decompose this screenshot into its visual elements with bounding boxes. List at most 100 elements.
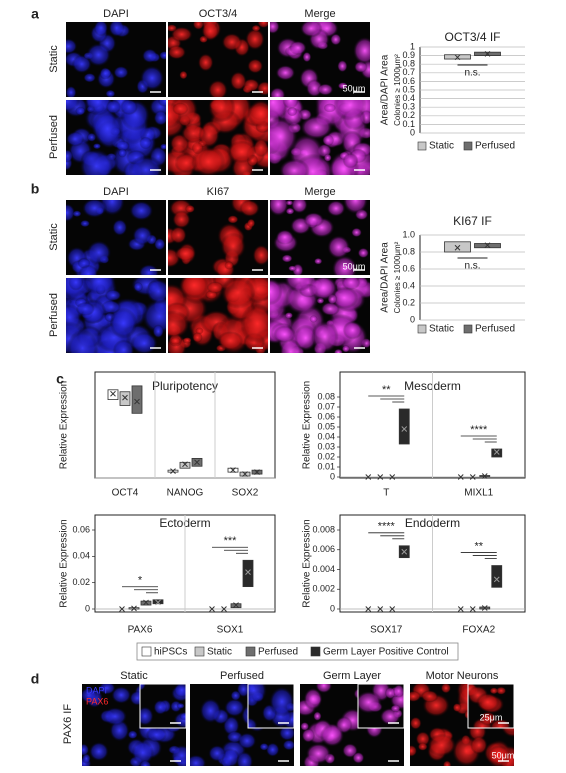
cell-cluster [207,79,228,97]
cell-cluster [133,282,144,292]
panel-label: c [56,371,64,387]
cell-cluster [384,686,396,700]
row-label: Static [48,223,60,251]
y-tick-label: 0 [85,603,90,613]
micrograph [468,684,514,728]
cell-cluster [78,264,99,275]
cell-cluster [66,131,85,147]
cell-cluster [410,716,422,730]
cells [140,684,186,728]
cell-cluster [85,42,112,67]
cell-cluster [227,215,239,224]
cell-cluster [170,744,186,766]
legend-swatch [463,141,473,151]
cell-cluster [417,742,428,751]
cells [66,100,166,175]
cell-cluster [172,210,191,229]
y-tick-label: 0.08 [317,391,335,401]
cell-cluster [176,702,185,709]
cell-cluster [170,26,193,43]
y-axis-sublabel: Colonies ≥ 1000μm² [393,241,402,313]
cell-cluster [289,40,307,56]
y-tick-label: 0.05 [317,421,335,431]
y-tick-label: 0.6 [402,263,415,273]
cell-cluster [105,89,116,97]
cell-cluster [303,212,325,228]
y-axis-label: Area/DAPI Area [380,242,391,313]
y-tick-label: 0.4 [402,280,415,290]
cell-cluster [109,307,138,339]
y-tick-label: 0.06 [317,411,335,421]
cell-cluster [198,122,220,148]
cell-cluster [290,200,308,214]
legend-swatch [245,646,256,657]
mean-marker [365,606,372,612]
cell-cluster [145,727,168,743]
cell-cluster [98,684,116,695]
cell-cluster [410,744,418,757]
y-tick-label: 0 [410,127,415,137]
cell-cluster [153,110,166,126]
mean-marker [481,473,488,479]
cell-cluster [247,58,264,74]
cell-cluster [229,71,247,91]
cell-cluster [153,237,166,251]
legend-label: Static [429,324,454,335]
cell-cluster [197,53,214,72]
cell-cluster [99,67,112,80]
cell-cluster [111,686,132,704]
cell-cluster [284,278,314,292]
cells [168,200,268,275]
cell-cluster [145,278,166,304]
mean-marker [481,605,488,611]
cell-cluster [105,100,121,115]
column-label: Static [120,670,148,682]
y-tick-label: 0.01 [317,461,335,471]
annotation: **** [470,424,488,436]
cell-cluster [139,136,152,150]
cell-cluster [66,85,77,97]
cells [66,22,166,97]
cell-cluster [270,22,280,35]
cell-cluster [120,100,138,116]
micrograph [270,22,370,97]
cell-cluster [489,687,499,695]
panel-label: a [31,6,39,22]
cell-cluster [352,751,365,764]
cell-cluster [248,684,268,705]
x-tick-label: T [383,488,389,499]
micrograph [66,22,166,97]
cell-cluster [132,225,153,246]
cell-cluster [66,38,78,55]
annotation: *** [224,535,238,547]
cell-cluster [140,684,146,691]
cell-cluster [173,684,186,698]
mean-marker [242,471,248,477]
chart-title: Pluripotency [152,379,218,393]
box [491,448,503,458]
inset-border [467,683,515,729]
cell-cluster [358,690,383,714]
y-tick-label: 0.4 [402,93,415,103]
cell-cluster [201,22,219,42]
cells [270,200,370,275]
micrograph [168,100,268,175]
mean-marker [454,244,461,251]
legend-label: Static [207,647,232,658]
cell-cluster [282,739,294,751]
cell-cluster [245,28,265,51]
cells [270,278,370,353]
mean-marker [131,605,137,612]
cell-cluster [72,210,82,218]
micrograph [168,22,268,97]
micrograph [140,684,186,728]
y-tick-label: 0.008 [312,524,335,534]
y-tick-label: 0.04 [72,551,90,561]
mean-marker [119,606,125,612]
scale-bar-label: 50μm [492,750,515,760]
cell-cluster [88,741,109,762]
cell-cluster [179,712,186,721]
cells [270,22,370,97]
cell-cluster [390,704,401,713]
cell-cluster [247,100,268,129]
